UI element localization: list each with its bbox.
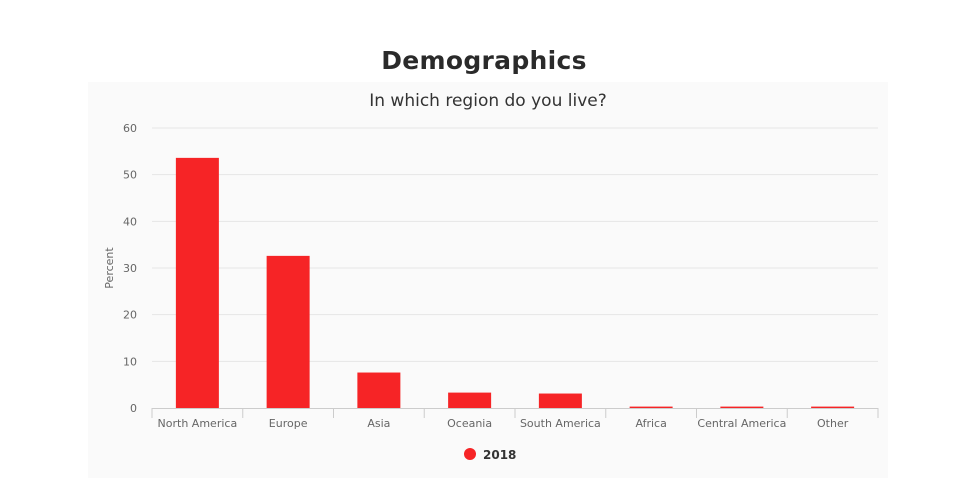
bar-asia <box>357 372 401 408</box>
x-tick-label: Central America <box>697 417 786 430</box>
y-tick-label: 30 <box>123 262 137 275</box>
y-axis-ticks: 0 10 20 30 40 50 60 <box>123 122 137 415</box>
x-axis: North America Europe Asia Oceania South Amer… <box>151 408 879 430</box>
chart-subtitle: In which region do you live? <box>369 91 607 111</box>
x-tick-label: Asia <box>367 417 390 430</box>
bar-south-america <box>538 393 582 408</box>
y-tick-label: 40 <box>123 215 137 228</box>
bar-europe <box>266 255 310 408</box>
y-tick-label: 10 <box>123 355 137 368</box>
x-tick-label: Other <box>817 417 849 430</box>
bar-oceania <box>448 392 492 408</box>
grid-lines <box>152 127 878 362</box>
y-tick-label: 50 <box>123 169 137 182</box>
bar-africa <box>629 406 673 408</box>
bar-other <box>811 406 855 408</box>
x-tick-label: North America <box>158 417 238 430</box>
y-tick-label: 0 <box>130 402 137 415</box>
bar-central-america <box>720 406 764 408</box>
legend-label-2018[interactable]: 2018 <box>483 448 516 462</box>
y-axis-title: Percent <box>103 247 116 289</box>
legend[interactable]: 2018 <box>464 448 516 462</box>
bar-north-america <box>175 157 219 408</box>
bar-series <box>175 157 855 408</box>
legend-marker[interactable] <box>464 448 476 460</box>
page-heading: Demographics <box>381 46 587 75</box>
x-tick-label: Africa <box>635 417 666 430</box>
chart-panel <box>88 82 888 478</box>
y-tick-label: 20 <box>123 309 137 322</box>
x-tick-label: South America <box>520 417 601 430</box>
y-tick-label: 60 <box>123 122 137 135</box>
x-tick-label: Europe <box>269 417 308 430</box>
x-tick-label: Oceania <box>447 417 492 430</box>
